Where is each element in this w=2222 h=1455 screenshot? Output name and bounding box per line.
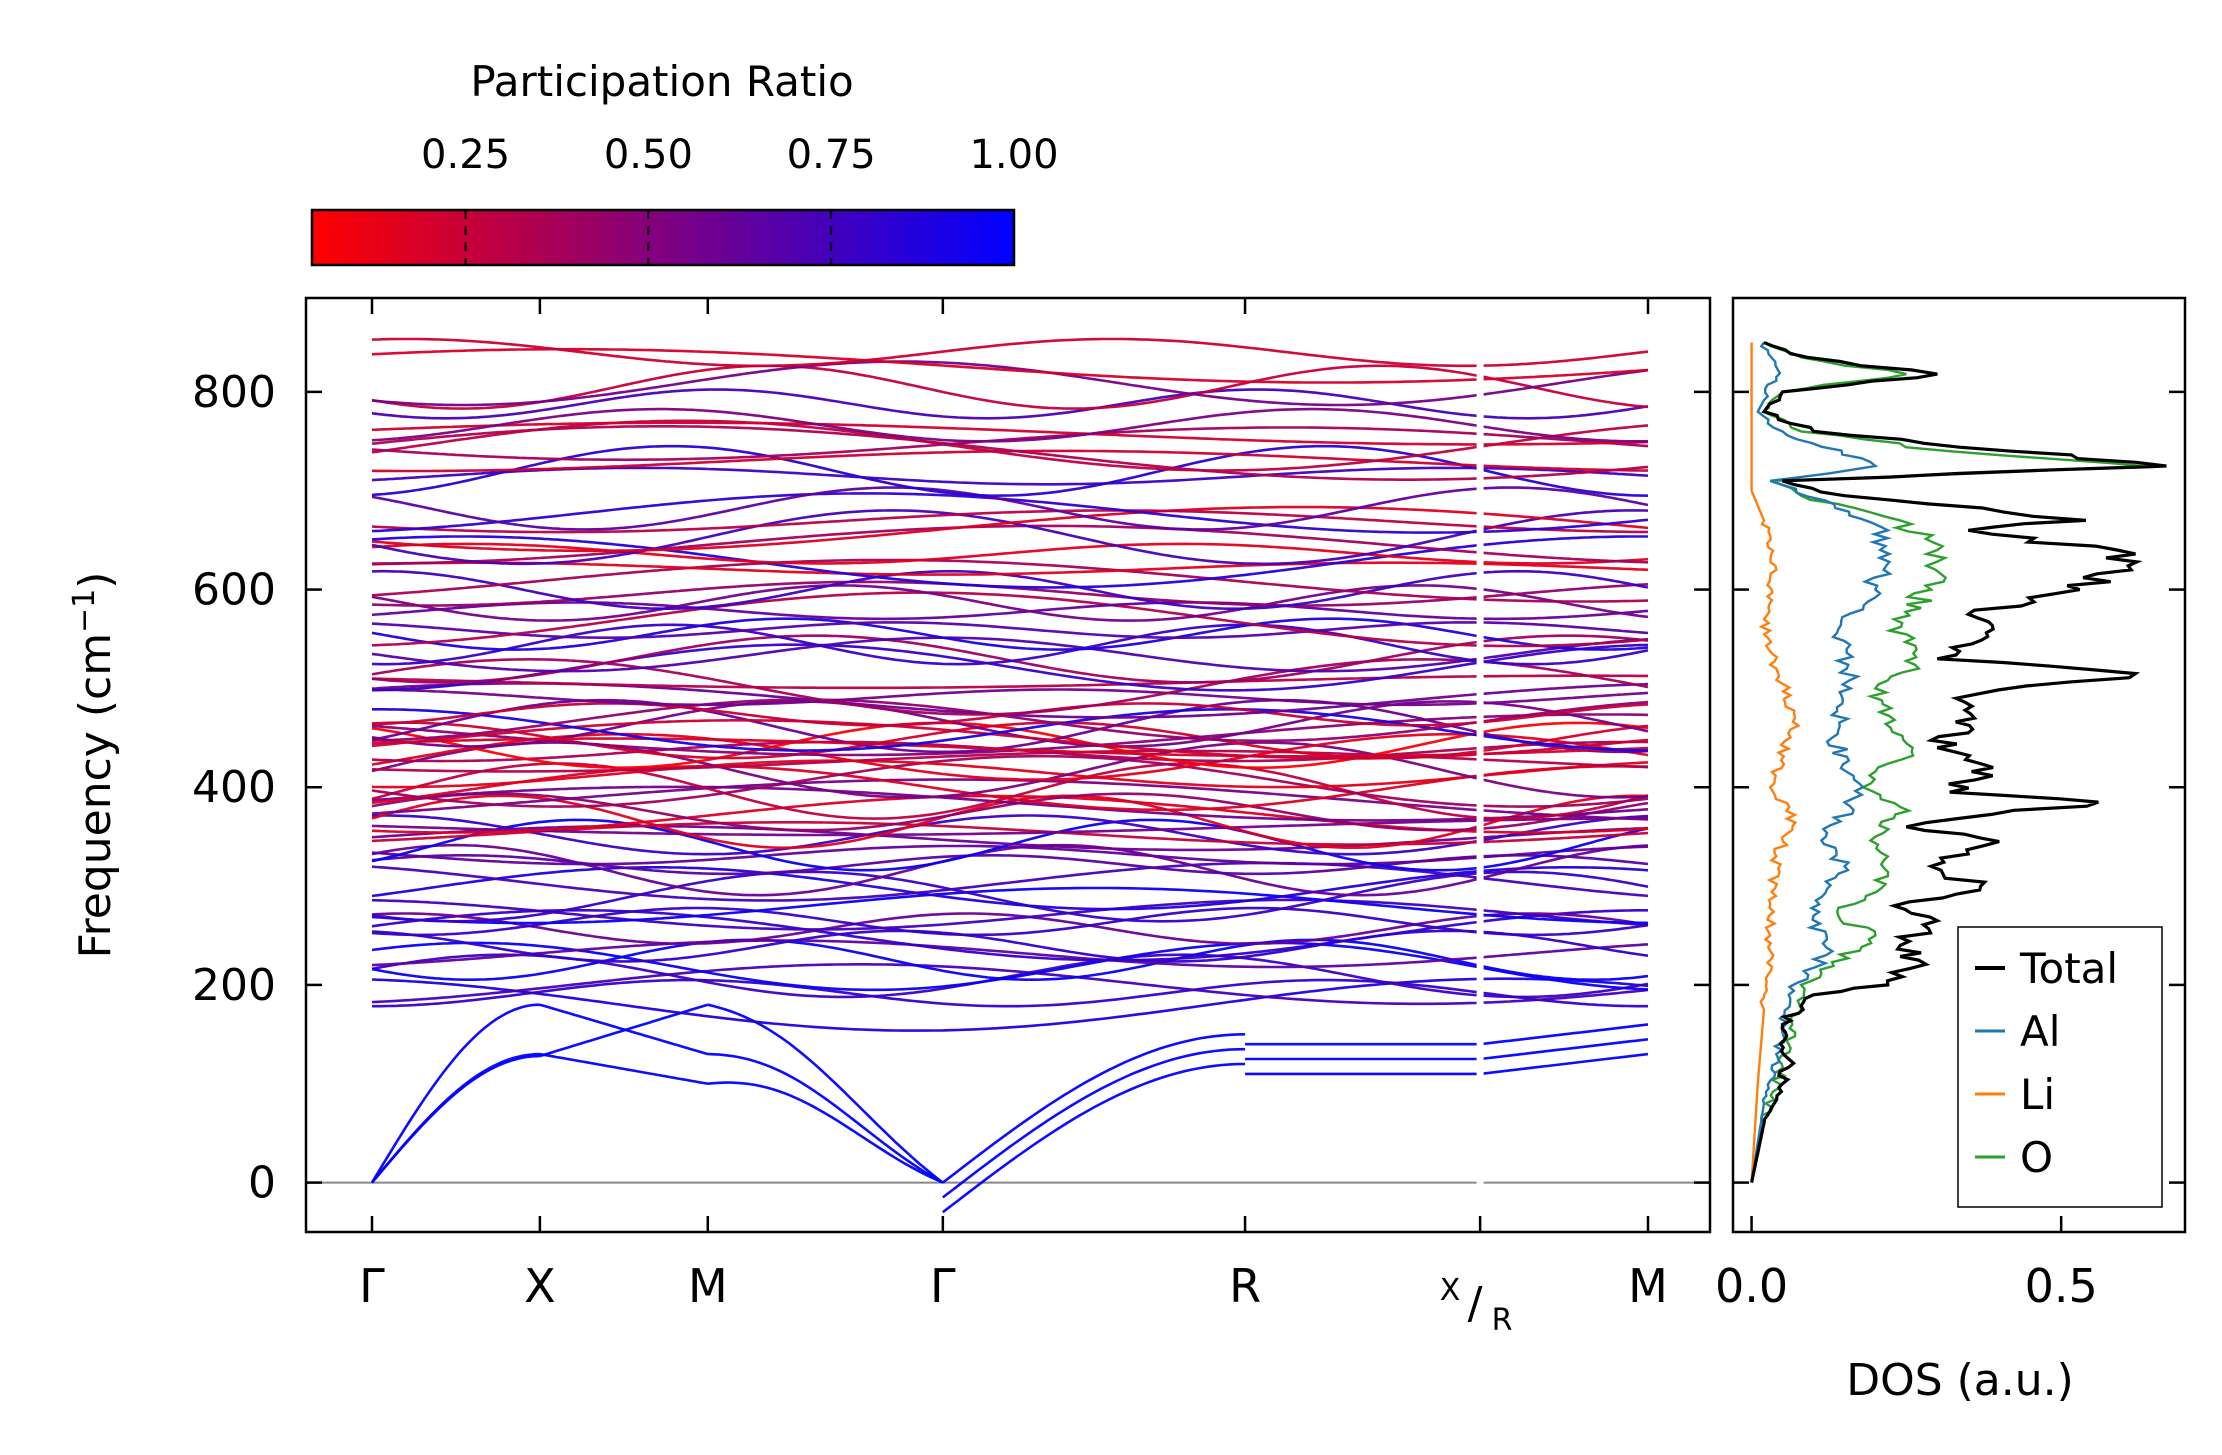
dos-series-total: [1750, 341, 2167, 1183]
y-tick-label: 400: [192, 762, 276, 813]
phonon-band: [371, 898, 1649, 931]
legend-label: Al: [2020, 1007, 2060, 1056]
dos-series-al: [1750, 341, 1893, 1183]
colorbar-tick-label: 0.75: [787, 132, 876, 178]
phonon-band: [371, 794, 1649, 834]
dos-legend: Total Al Li O: [1957, 926, 2163, 1208]
phonon-band: [371, 698, 1649, 754]
y-tick-label: 200: [192, 960, 276, 1011]
phonon-band: [372, 814, 1649, 856]
k-tick-label: M: [1628, 1259, 1668, 1313]
phonon-band: [371, 816, 1649, 837]
phonon-band: [372, 978, 1648, 1008]
phonon-band: [371, 906, 1649, 937]
phonon-band: [371, 509, 1649, 566]
dos-axes-frame: [1731, 296, 2187, 1234]
phonon-band: [371, 929, 1649, 963]
phonon-band: [371, 674, 1648, 690]
phonon-band: [371, 963, 1649, 1006]
dos-x-tick-label: 0.0: [1715, 1259, 1788, 1313]
legend-label: Total: [2019, 944, 2118, 993]
split-k-label-top: X: [1440, 1273, 1461, 1308]
phonon-band: [371, 821, 1649, 846]
phonon-band: [371, 621, 1649, 639]
split-k-label-slash: /: [1468, 1278, 1483, 1329]
phonon-band: [371, 337, 1649, 368]
phonon-band: [371, 737, 1649, 758]
phonon-band: [371, 866, 1649, 911]
phonon-band: [371, 861, 1649, 902]
phonon-band: [371, 657, 1649, 716]
k-tick-label: Γ: [930, 1259, 956, 1313]
colorbar-tick-label: 1.00: [969, 132, 1058, 178]
k-tick-label: X: [524, 1259, 556, 1313]
phonon-band: [371, 505, 1649, 553]
phonon-band: [371, 449, 1648, 473]
legend-label: O: [2020, 1133, 2053, 1182]
phonon-band: [372, 524, 1649, 565]
k-tick-label: R: [1229, 1259, 1261, 1313]
colorbar-tick-label: 0.50: [604, 132, 693, 178]
k-tick-label: Γ: [359, 1259, 385, 1313]
band-structure-plot: 0 200 400 600 800 Γ X M Γ R M Frequency (cm−1) X …: [67, 296, 1712, 1338]
dos-series-li: [1750, 342, 1801, 1183]
colorbar-tick-label: 0.25: [421, 132, 510, 178]
phonon-band: [371, 601, 1649, 621]
phonon-band: [371, 425, 1649, 481]
phonon-band: [371, 347, 1649, 384]
phonon-band: [371, 634, 1649, 684]
phonon-band: [371, 569, 1649, 610]
y-axis-label: Frequency (cm−1): [67, 572, 121, 959]
phonon-band: [371, 364, 1649, 410]
phonon-band: [370, 1003, 1649, 1184]
split-k-label-bottom: R: [1492, 1303, 1513, 1338]
legend-label: Li: [2020, 1070, 2055, 1119]
dos-x-axis-label: DOS (a.u.): [1846, 1355, 2074, 1406]
phonon-band: [371, 407, 1649, 443]
phonon-band: [371, 778, 1649, 821]
y-tick-label: 600: [192, 565, 276, 616]
phonon-band: [371, 580, 1649, 607]
phonon-band: [371, 623, 1649, 666]
phonon-band: [371, 870, 1649, 923]
phonon-band: [371, 754, 1649, 808]
phonon-band: [371, 486, 1649, 531]
phonon-band: [371, 844, 1649, 866]
phonon-band: [371, 794, 1649, 850]
colorbar-gradient: [310, 208, 1016, 267]
y-tick-label: 800: [192, 367, 276, 418]
phonon-band: [371, 941, 1649, 992]
phonon-band: [371, 492, 1649, 534]
split-k-label: X / R: [1440, 1273, 1513, 1338]
phonon-band: [371, 617, 1649, 651]
legend-frame: [1957, 926, 2163, 1208]
colorbar: Participation Ratio 0.25 0.50 0.75 1.00: [310, 57, 1059, 267]
phonon-band: [371, 1003, 1649, 1214]
phonon-band: [371, 466, 1649, 486]
phonon-band: [371, 591, 1649, 648]
band-axes-frame: [304, 296, 1712, 1234]
phonon-band: [370, 1038, 1649, 1199]
phonon-band: [371, 535, 1648, 589]
phonon-band: [371, 444, 1649, 498]
phonon-band: [371, 509, 1648, 534]
phonon-band: [371, 360, 1649, 407]
y-tick-label: 0: [248, 1158, 276, 1209]
colorbar-title: Participation Ratio: [470, 57, 853, 106]
dos-plot: 0.0 0.5 DOS (a.u.) Total Al Li O: [1715, 296, 2187, 1406]
dos-x-tick-label: 0.5: [2025, 1259, 2098, 1313]
phonon-band: [371, 977, 1649, 1032]
k-tick-label: M: [688, 1259, 728, 1313]
phonon-band: [371, 558, 1649, 603]
phonon-band: [371, 561, 1649, 576]
phonon-band: [371, 938, 1649, 981]
phonon-band: [372, 708, 1649, 752]
